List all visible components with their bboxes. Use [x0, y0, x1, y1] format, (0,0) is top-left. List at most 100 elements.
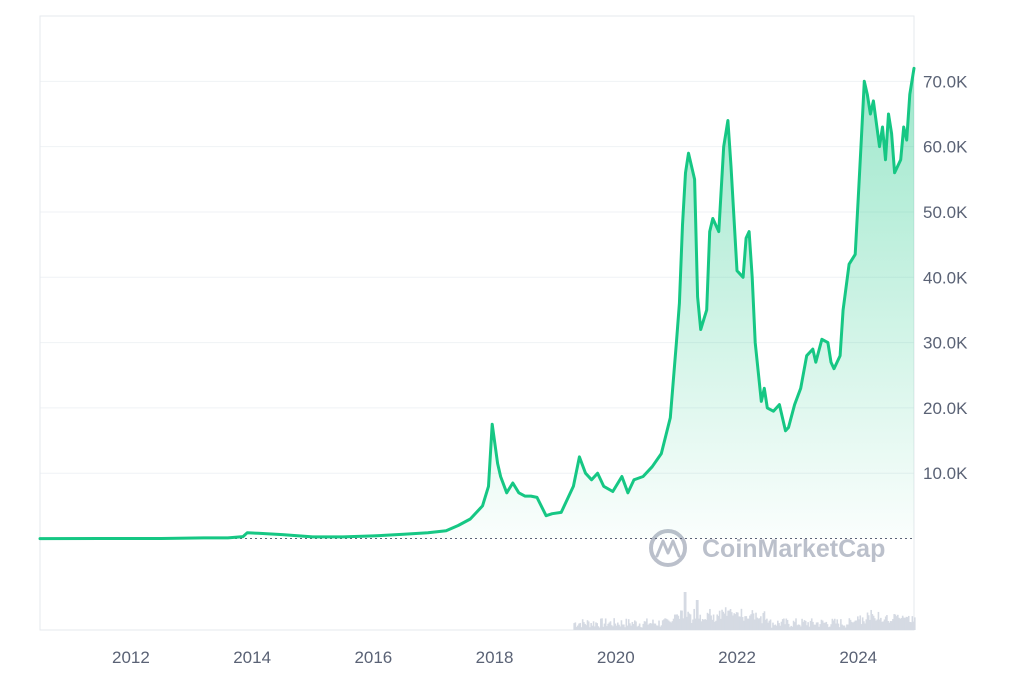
volume-bar — [778, 623, 780, 630]
volume-bar — [766, 618, 768, 630]
volume-bar — [810, 618, 813, 630]
volume-bar — [898, 617, 900, 630]
volume-bar — [807, 622, 809, 630]
volume-bar — [621, 624, 624, 630]
volume-bar — [577, 625, 579, 630]
volume-bar — [606, 626, 608, 630]
volume-bar — [890, 621, 893, 630]
volume-bar — [669, 621, 671, 630]
volume-bar — [858, 619, 860, 630]
volume-bar — [821, 620, 824, 630]
volume-bar — [712, 614, 715, 630]
volume-bar — [849, 619, 852, 630]
volume-bar — [752, 613, 755, 630]
volume-bar — [876, 619, 879, 630]
volume-bar — [817, 622, 819, 630]
volume-bar — [642, 623, 645, 630]
grid-lines — [40, 80, 914, 474]
volume-bar — [587, 621, 590, 630]
volume-bar — [854, 620, 857, 630]
volume-bar — [893, 614, 895, 630]
volume-bar — [863, 621, 865, 630]
volume-bar — [608, 622, 611, 630]
volume-bar — [827, 627, 830, 630]
volume-bar — [878, 619, 881, 630]
volume-bar — [884, 616, 887, 630]
volume-bar — [680, 610, 682, 630]
y-tick-label: 40.0K — [923, 268, 968, 287]
volume-bar — [848, 618, 851, 630]
volume-bar — [703, 619, 705, 630]
volume-bar — [768, 620, 771, 630]
volume-bar — [899, 618, 902, 630]
volume-bar — [801, 618, 803, 630]
volume-bar — [910, 622, 912, 630]
volume-bar — [813, 624, 815, 630]
volume-bar — [843, 625, 846, 630]
volume-bar — [626, 625, 629, 630]
volume-bar — [789, 627, 791, 630]
volume-bar — [786, 619, 789, 630]
volume-bar — [583, 622, 585, 630]
volume-bar — [832, 620, 835, 630]
volume-bar — [692, 619, 694, 630]
volume-bar — [861, 617, 864, 630]
volume-bar — [833, 618, 836, 630]
volume-bar — [763, 611, 766, 630]
volume-bar — [659, 626, 662, 630]
volume-bar — [607, 623, 609, 630]
volume-bar — [829, 626, 831, 630]
volume-bar — [841, 624, 843, 630]
volume-bar — [683, 592, 686, 630]
volume-bar — [580, 627, 583, 630]
volume-bar — [792, 620, 795, 630]
volume-bar — [581, 619, 584, 630]
y-tick-label: 30.0K — [923, 334, 968, 353]
volume-bar — [717, 615, 720, 630]
volume-bar — [767, 622, 769, 630]
volume-bar — [695, 600, 698, 630]
volume-bar — [753, 619, 756, 630]
volume-bar — [718, 610, 721, 630]
volume-bar — [609, 621, 612, 630]
volume-bar — [733, 613, 735, 630]
volume-bar — [584, 623, 586, 630]
volume-bar — [760, 616, 762, 630]
volume-bar — [871, 614, 874, 630]
volume-bar — [591, 625, 594, 630]
volume-bar — [705, 619, 708, 630]
volume-bar — [658, 620, 660, 630]
volume-bar — [769, 619, 772, 630]
volume-bar — [620, 620, 623, 630]
volume-bar — [780, 621, 783, 630]
volume-bar — [791, 626, 794, 630]
volume-bar — [660, 625, 663, 630]
volume-bar — [806, 625, 808, 630]
y-tick-label: 50.0K — [923, 203, 968, 222]
volume-bar — [872, 615, 875, 630]
volume-bar — [818, 626, 820, 630]
volume-bar — [790, 625, 792, 630]
volume-bar — [602, 626, 605, 630]
volume-bar — [824, 622, 826, 630]
x-tick-label: 2018 — [476, 648, 514, 667]
volume-bar — [904, 618, 906, 630]
volume-bar — [762, 612, 765, 630]
volume-bar — [672, 618, 675, 630]
volume-bar — [812, 621, 814, 630]
volume-bar — [784, 624, 786, 630]
volume-bar — [865, 619, 868, 630]
volume-bar — [815, 622, 818, 630]
volume-bar — [686, 616, 688, 630]
volume-bar — [579, 622, 582, 630]
volume-bar — [604, 618, 607, 630]
volume-bar — [690, 622, 693, 630]
volume-bar — [647, 624, 649, 630]
volume-bar — [726, 615, 728, 630]
volume-bar — [814, 624, 817, 630]
volume-bar — [739, 616, 742, 630]
volume-bar — [641, 627, 643, 630]
volume-bar — [643, 621, 646, 630]
volume-bar — [730, 612, 733, 630]
volume-bar — [836, 619, 839, 630]
